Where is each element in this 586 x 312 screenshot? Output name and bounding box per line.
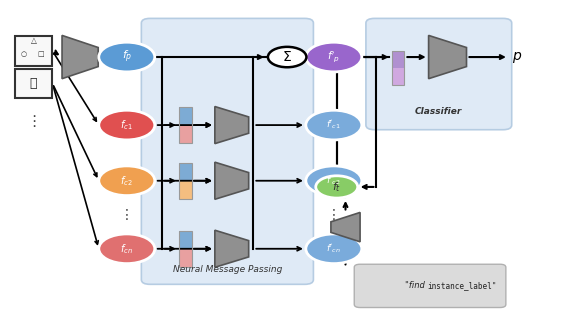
Text: $f'_{cn}$: $f'_{cn}$ bbox=[326, 242, 341, 255]
Bar bbox=[179, 107, 192, 143]
Text: $f_p$: $f_p$ bbox=[121, 49, 132, 65]
Text: $f_{c1}$: $f_{c1}$ bbox=[120, 118, 133, 132]
Text: $f'_{c2}$: $f'_{c2}$ bbox=[326, 174, 341, 187]
Circle shape bbox=[99, 166, 155, 196]
Text: "find: "find bbox=[405, 281, 427, 290]
Bar bbox=[15, 36, 52, 66]
FancyBboxPatch shape bbox=[141, 18, 314, 284]
Text: $\Sigma$: $\Sigma$ bbox=[282, 50, 292, 64]
Text: ⋮: ⋮ bbox=[327, 208, 341, 222]
Bar bbox=[179, 231, 192, 249]
Bar bbox=[391, 51, 404, 68]
Text: △: △ bbox=[30, 36, 36, 45]
Circle shape bbox=[99, 234, 155, 264]
Text: $p$: $p$ bbox=[512, 50, 522, 65]
Bar bbox=[179, 107, 192, 125]
Polygon shape bbox=[62, 35, 98, 79]
Text: ○: ○ bbox=[21, 51, 27, 57]
Circle shape bbox=[99, 42, 155, 72]
Polygon shape bbox=[428, 35, 466, 79]
Text: $f'_{c1}$: $f'_{c1}$ bbox=[326, 119, 341, 131]
Bar bbox=[179, 181, 192, 198]
Text: $f'_p$: $f'_p$ bbox=[327, 50, 340, 65]
Text: ⋮: ⋮ bbox=[26, 115, 41, 129]
FancyBboxPatch shape bbox=[366, 18, 512, 130]
Bar bbox=[15, 69, 52, 98]
Text: instance_label": instance_label" bbox=[427, 281, 496, 290]
Circle shape bbox=[306, 42, 362, 72]
Bar bbox=[179, 231, 192, 266]
Text: □: □ bbox=[38, 51, 45, 57]
Bar bbox=[179, 163, 192, 181]
Text: $f_t$: $f_t$ bbox=[332, 180, 341, 194]
Polygon shape bbox=[331, 212, 360, 242]
FancyBboxPatch shape bbox=[355, 264, 506, 308]
Circle shape bbox=[316, 176, 357, 198]
Bar bbox=[179, 249, 192, 266]
Circle shape bbox=[306, 166, 362, 196]
Circle shape bbox=[306, 110, 362, 140]
Text: Neural Message Passing: Neural Message Passing bbox=[173, 265, 282, 274]
Bar bbox=[179, 125, 192, 143]
Text: $f_{c2}$: $f_{c2}$ bbox=[120, 174, 133, 188]
Text: Classifier: Classifier bbox=[415, 107, 462, 116]
Polygon shape bbox=[215, 230, 248, 267]
Bar bbox=[179, 163, 192, 198]
Circle shape bbox=[99, 110, 155, 140]
Text: ⋮: ⋮ bbox=[120, 208, 134, 222]
Circle shape bbox=[268, 47, 306, 67]
Circle shape bbox=[306, 234, 362, 264]
Bar bbox=[391, 51, 404, 85]
Polygon shape bbox=[215, 106, 248, 144]
Text: $f_{cn}$: $f_{cn}$ bbox=[120, 242, 133, 256]
Polygon shape bbox=[215, 162, 248, 199]
Bar bbox=[391, 68, 404, 85]
Text: 意: 意 bbox=[30, 77, 38, 90]
